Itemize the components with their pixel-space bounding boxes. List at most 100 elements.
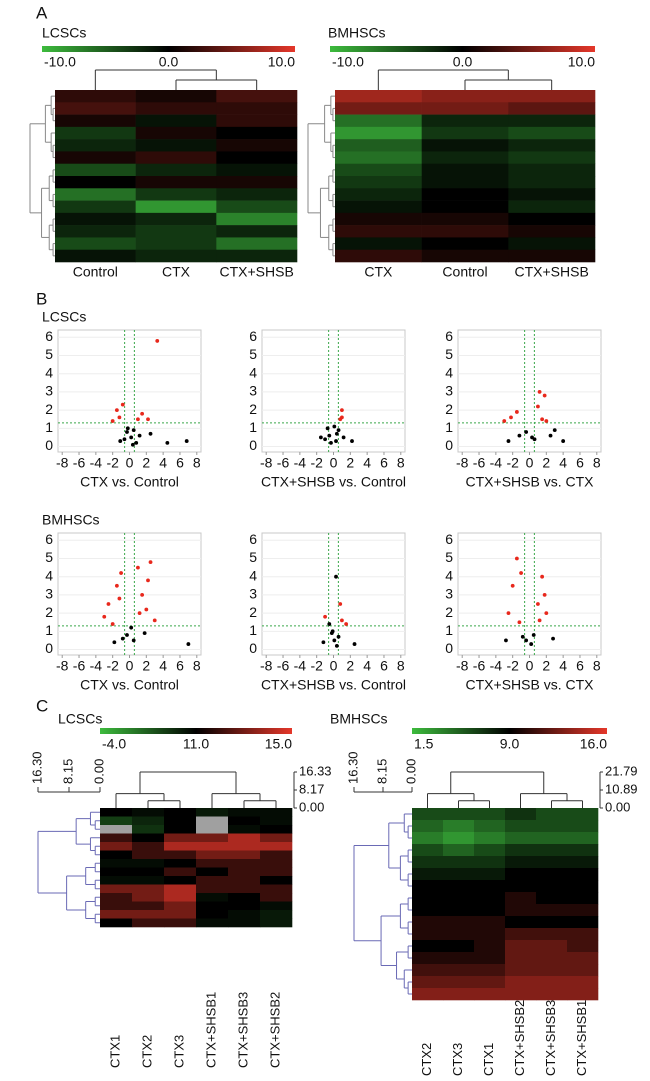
heatmap-title: BMHSCs — [330, 711, 388, 727]
x-tick-label: 0 — [126, 658, 134, 674]
x-tick-label: 4 — [559, 455, 567, 471]
data-point — [540, 417, 545, 422]
x-axis-label: CTX vs. Control — [80, 474, 179, 490]
heatmap-cell — [228, 842, 261, 851]
heatmap-cell — [55, 126, 136, 140]
data-point — [537, 618, 542, 623]
data-point — [118, 439, 123, 443]
heatmap-cell — [216, 212, 298, 226]
plot-frame — [57, 329, 202, 453]
heatmap-cell — [196, 867, 229, 877]
heatmap-cell — [508, 90, 596, 103]
data-point — [340, 618, 344, 623]
x-tick-label: -6 — [73, 455, 86, 471]
heatmap-cell — [536, 880, 568, 893]
y-tick-label: 4 — [45, 364, 53, 380]
heatmap-cell — [196, 893, 229, 902]
data-point — [334, 574, 338, 579]
heatmap-cell — [536, 868, 568, 881]
data-point — [561, 439, 566, 443]
data-point — [122, 437, 127, 442]
x-tick-label: 8 — [593, 455, 601, 471]
heatmap-cell — [100, 816, 133, 826]
data-point — [524, 430, 529, 434]
heatmap-cell — [132, 850, 165, 860]
plot-frame — [457, 329, 602, 453]
missing-cell — [100, 825, 133, 834]
x-tick-label: -4 — [90, 455, 103, 471]
heatmap-cell — [412, 808, 444, 821]
x-tick-label: -4 — [294, 455, 307, 471]
heatmap-cell — [335, 151, 422, 165]
heatmap-cell — [536, 856, 568, 869]
heatmap-cell — [135, 225, 217, 238]
heatmap-cell — [135, 188, 217, 201]
heatmap-cell — [412, 868, 444, 881]
heatmap-cell — [335, 90, 422, 103]
heatmap-cell — [135, 151, 217, 165]
heatmap-cell — [335, 163, 422, 177]
x-tick-label: -4 — [490, 658, 503, 674]
x-tick-label: 2 — [346, 658, 354, 674]
dendrogram-tick-label: 16.30 — [345, 751, 360, 784]
column-label: Control — [73, 264, 118, 280]
heatmap-cell — [335, 126, 422, 140]
x-tick-label: -6 — [473, 455, 486, 471]
heatmap-cell — [443, 880, 475, 893]
heatmap-cell — [505, 940, 537, 953]
x-tick-label: -6 — [277, 455, 290, 471]
heatmap-cell — [508, 188, 596, 201]
heatmap-cell — [567, 880, 599, 893]
heatmap-cell — [100, 833, 133, 843]
data-point — [321, 640, 326, 645]
heatmap-cell — [505, 928, 537, 941]
x-tick-label: -8 — [260, 658, 273, 674]
x-axis-label: CTX+SHSB vs. CTX — [466, 474, 595, 490]
data-point — [517, 433, 522, 438]
color-bar-label: -4.0 — [102, 736, 126, 752]
heatmap-cell — [536, 976, 568, 989]
heatmap-cell — [164, 816, 197, 826]
heatmap-cell — [443, 856, 475, 869]
data-point — [129, 435, 134, 440]
color-bar — [42, 46, 295, 52]
data-point — [186, 642, 191, 646]
group-title: LCSCs — [42, 309, 86, 325]
data-point — [520, 634, 525, 639]
heatmap-cell — [216, 237, 298, 251]
heatmap-cell — [421, 163, 509, 177]
heatmap-cell — [421, 90, 509, 103]
data-point — [323, 614, 327, 619]
data-point — [506, 439, 511, 443]
x-tick-label: 8 — [193, 455, 201, 471]
x-tick-label: 6 — [380, 455, 388, 471]
x-axis-label: CTX+SHSB vs. CTX — [466, 677, 595, 693]
dendrogram-tick-label: 16.33 — [299, 763, 332, 778]
color-bar-label: 0.0 — [453, 54, 473, 70]
heatmap-cell — [55, 188, 136, 201]
data-point — [542, 593, 547, 597]
heatmap-cell — [474, 832, 506, 845]
y-tick-label: 5 — [45, 346, 53, 362]
heatmap-cell — [412, 952, 444, 965]
data-point — [323, 437, 327, 442]
color-bar-label: 15.0 — [265, 736, 292, 752]
x-axis-label: CTX+SHSB vs. Control — [261, 474, 406, 490]
y-tick-label: 2 — [45, 604, 53, 620]
heatmap-cell — [412, 988, 444, 1001]
data-point — [537, 390, 542, 394]
heatmap-cell — [100, 893, 133, 902]
heatmap-cell — [132, 876, 165, 885]
heatmap-cell — [196, 833, 229, 843]
data-point — [152, 618, 157, 623]
heatmap-cell — [412, 964, 444, 977]
heatmap-cell — [412, 856, 444, 869]
heatmap-cell — [196, 884, 229, 894]
data-point — [119, 571, 123, 575]
heatmap-cell — [443, 832, 475, 845]
heatmap-cell — [132, 884, 165, 894]
color-bar-label: -10.0 — [332, 54, 364, 70]
heatmap-cell — [132, 867, 165, 877]
heatmap-cell — [164, 842, 197, 851]
x-tick-label: 6 — [576, 455, 584, 471]
